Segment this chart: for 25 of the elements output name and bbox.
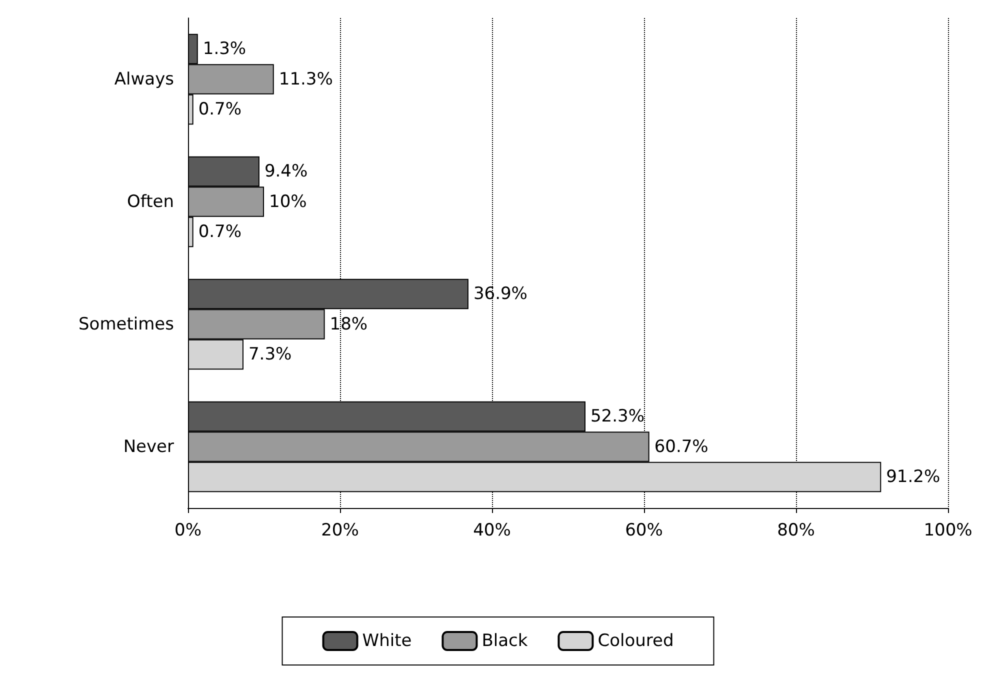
y-tick-label: Never [123, 436, 174, 457]
data-label: 52.3% [590, 406, 644, 427]
data-label: 1.3% [202, 39, 246, 60]
legend-label: White [362, 631, 412, 651]
data-label: 36.9% [473, 284, 528, 304]
legend-label: Coloured [598, 631, 674, 651]
x-tick-label: 60% [625, 520, 663, 540]
data-label: 0.7% [198, 99, 242, 120]
data-label: 91.2% [886, 466, 940, 487]
data-label: 7.3% [248, 344, 292, 364]
x-tick-label: 40% [473, 520, 511, 540]
y-tick-label: Sometimes [78, 314, 174, 334]
y-tick-label: Often [127, 192, 174, 212]
y-tick-label: Always [114, 69, 174, 90]
legend-label: Black [482, 631, 528, 651]
data-label: 0.7% [198, 222, 242, 242]
data-label: 18% [330, 314, 368, 334]
x-tick-label: 100% [924, 520, 972, 540]
x-tick-label: 20% [321, 520, 359, 540]
data-label: 60.7% [654, 436, 708, 457]
data-label: 10% [269, 192, 307, 212]
x-tick-label: 80% [777, 520, 815, 540]
data-label: 11.3% [278, 69, 333, 90]
data-label: 9.4% [264, 162, 308, 182]
x-tick-label: 0% [174, 520, 202, 540]
